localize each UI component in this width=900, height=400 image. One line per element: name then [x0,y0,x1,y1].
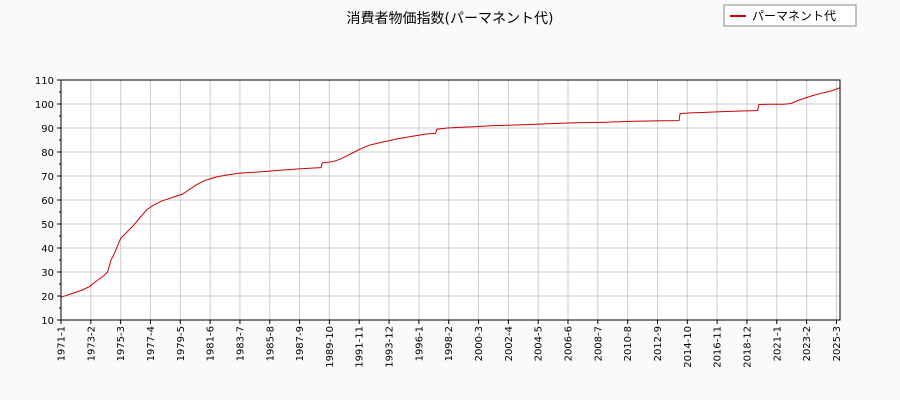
x-tick-label: 1996-1 [414,326,425,361]
y-tick-label: 10 [41,316,54,327]
x-tick-label: 1971-1 [57,326,68,361]
x-tick-label: 2023-2 [802,326,813,361]
legend: パーマネント代 [723,4,857,27]
y-tick-label: 80 [41,148,54,159]
x-tick-label: 2000-3 [474,326,485,361]
y-tick-label: 90 [41,124,54,135]
x-tick-label: 1977-4 [146,326,157,361]
y-tick-label: 70 [41,172,54,183]
x-tick-label: 1975-3 [116,326,127,361]
legend-label: パーマネント代 [752,9,836,23]
x-tick-label: 1987-9 [295,326,306,361]
y-tick-label: 50 [41,220,54,231]
y-tick-label: 100 [35,100,54,111]
x-tick-label: 1983-7 [235,326,246,361]
y-tick-label: 20 [41,292,54,303]
x-tick-label: 2006-6 [564,326,575,361]
x-tick-label: 1973-2 [86,326,97,361]
series-layer [60,87,841,298]
y-axis: 10 20 30 40 50 60 70 80 90 100 110 [35,76,61,327]
x-tick-label: 2016-11 [713,326,724,368]
x-tick-label: 1991-11 [355,326,366,368]
x-tick-label: 2002-4 [504,326,515,361]
y-tick-label: 30 [41,268,54,279]
x-tick-label: 2004-5 [534,326,545,361]
y-tick-label: 40 [41,244,54,255]
chart-title: 消費者物価指数(パーマネント代) [347,11,554,27]
x-tick-label: 1985-8 [265,326,276,361]
x-tick-label: 1989-10 [325,326,336,368]
x-tick-label: 2010-8 [623,326,634,361]
x-tick-label: 2021-1 [772,326,783,361]
plot-area [60,79,841,321]
x-tick-label: 2018-12 [742,326,753,368]
x-tick-label: 2008-7 [593,326,604,361]
x-tick-label: 2014-10 [683,326,694,368]
x-axis: 1971-1 1973-2 1975-3 1977-4 1979-5 1981-6 1983… [57,320,843,368]
x-tick-label: 1993-12 [385,326,396,368]
y-tick-label: 110 [35,76,54,87]
x-tick-label: 1981-6 [206,326,217,361]
x-tick-label: 1998-2 [444,326,455,361]
x-tick-label: 2012-9 [653,326,664,361]
y-tick-label: 60 [41,196,54,207]
x-tick-label: 1979-5 [176,326,187,361]
series-line-permanent [60,87,841,298]
x-tick-label: 2025-3 [832,326,843,361]
legend-box [723,4,857,27]
grid [60,79,840,321]
